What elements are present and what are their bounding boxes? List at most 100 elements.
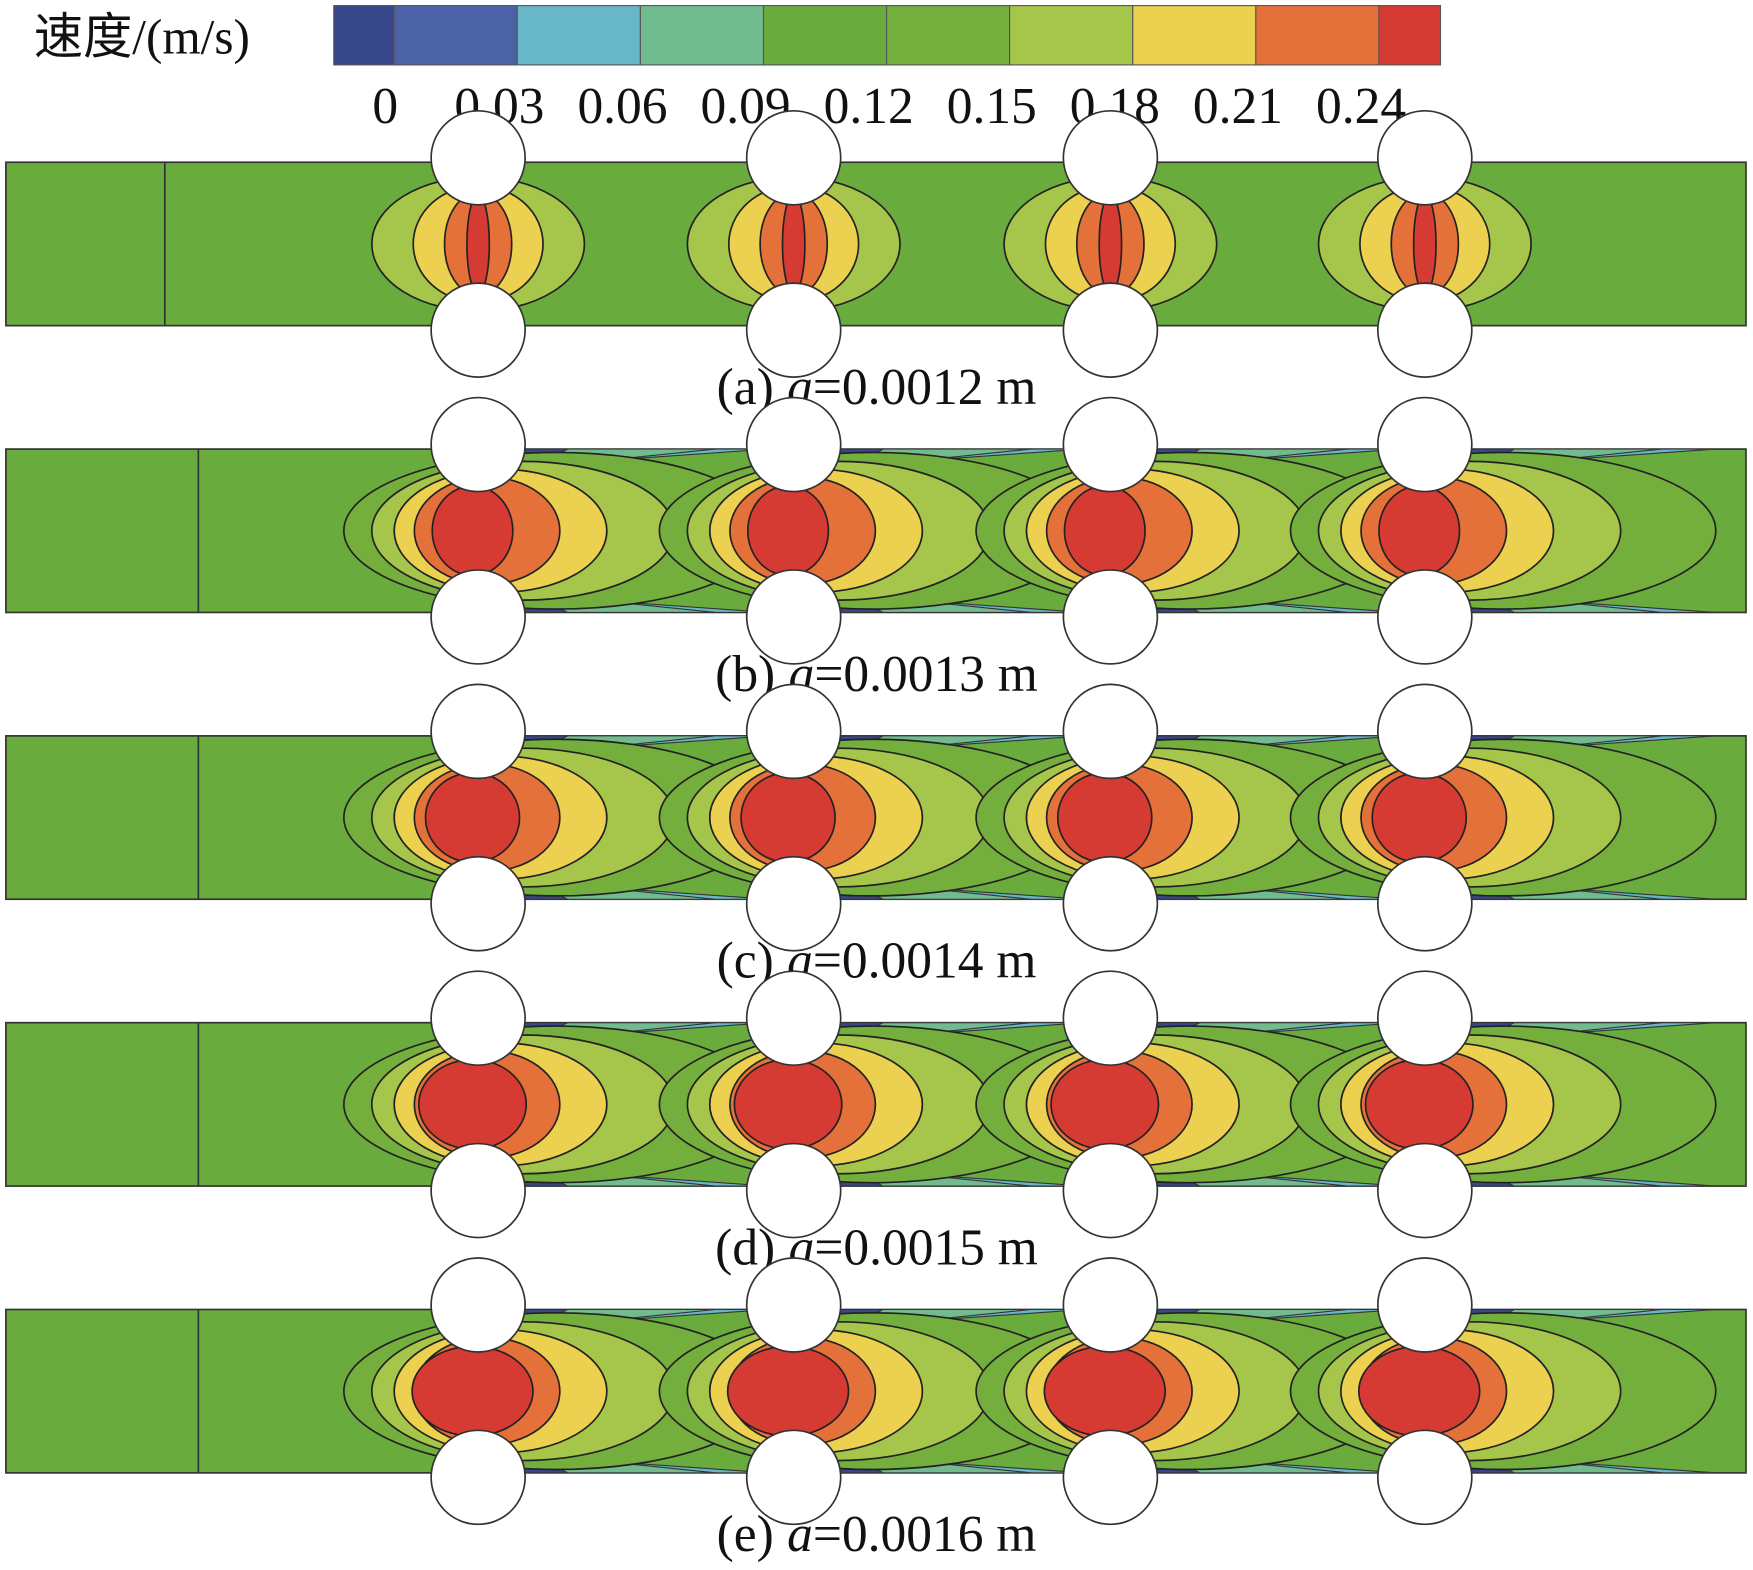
panel-caption: (c) a=0.0014 m	[717, 933, 1037, 990]
caption-tag: (e)	[717, 1506, 774, 1563]
flow-panel	[5, 1257, 1747, 1526]
flow-panel	[5, 683, 1747, 952]
pin-bottom	[745, 1142, 842, 1239]
pin-bottom	[745, 569, 842, 665]
pin-top	[1062, 683, 1159, 780]
caption-symbol: a	[787, 1506, 813, 1563]
pin-bottom	[1062, 1429, 1159, 1526]
caption-value: =0.0012 m	[813, 359, 1036, 416]
caption-value: =0.0016 m	[813, 1506, 1036, 1563]
pin-bottom	[1062, 1142, 1159, 1239]
panel-caption: (b) a=0.0013 m	[715, 646, 1038, 703]
flow-panel	[5, 970, 1747, 1239]
caption-value: =0.0013 m	[814, 646, 1037, 703]
pin-bottom	[1376, 1429, 1473, 1526]
pin-top	[745, 683, 842, 780]
colorbar-segment	[393, 5, 518, 66]
contours	[197, 449, 1717, 613]
contour-band	[1056, 771, 1153, 864]
colorbar-segment	[886, 5, 1011, 66]
pin-top	[1376, 970, 1473, 1067]
contour-band	[411, 1345, 534, 1437]
contour-band	[781, 193, 806, 295]
colorbar-tick-label: 0.21	[1193, 78, 1283, 135]
pin-bottom	[745, 1429, 842, 1526]
pin-bottom	[745, 855, 842, 952]
flow-panel	[5, 109, 1747, 378]
pin-top	[430, 683, 526, 780]
flow-panel	[5, 396, 1747, 665]
colorbar-segment	[1132, 5, 1257, 66]
contour-band	[431, 485, 514, 577]
contour-band	[1371, 771, 1468, 864]
panel-caption: (e) a=0.0016 m	[717, 1506, 1037, 1563]
contour-band	[1063, 485, 1146, 577]
contour-band	[733, 1058, 843, 1150]
colorbar-segment	[1378, 5, 1442, 66]
pin-bottom	[430, 282, 526, 378]
pin-bottom	[1062, 855, 1159, 952]
pin-top	[430, 109, 526, 206]
pin-top	[745, 396, 842, 493]
colorbar-segment	[1255, 5, 1380, 66]
pin-bottom	[430, 569, 526, 665]
pin-top	[745, 109, 842, 206]
contours	[197, 1309, 1717, 1473]
pin-top	[745, 970, 842, 1067]
pin-bottom	[1062, 282, 1159, 378]
pin-top	[1376, 109, 1473, 206]
pin-top	[745, 1257, 842, 1353]
caption-tag: (a)	[717, 359, 774, 416]
pin-top	[1376, 1257, 1473, 1353]
pin-bottom	[430, 855, 526, 952]
colorbar-segment	[333, 5, 395, 66]
colorbar-segment	[1009, 5, 1134, 66]
pin-top	[430, 970, 526, 1067]
pin-bottom	[430, 1142, 526, 1239]
contour-band	[746, 485, 830, 577]
contour-band	[1364, 1058, 1474, 1150]
contour-band	[1050, 1058, 1160, 1150]
pin-bottom	[1376, 1142, 1473, 1239]
pin-bottom	[1376, 569, 1473, 665]
panel-caption: (d) a=0.0015 m	[715, 1219, 1038, 1276]
contour-band	[726, 1345, 850, 1437]
pin-top	[1062, 1257, 1159, 1353]
pin-bottom	[1376, 282, 1473, 378]
pin-top	[1062, 109, 1159, 206]
colorbar-tick-label: 0	[372, 78, 398, 135]
colorbar-segment	[639, 5, 765, 66]
pin-top	[430, 396, 526, 493]
colorbar-tick-label: 0.12	[824, 78, 914, 135]
contour-band	[1098, 193, 1123, 295]
contour-band	[466, 193, 491, 295]
contour-band	[740, 771, 836, 864]
legend-title: 速度/(m/s)	[34, 10, 250, 65]
pin-top	[1062, 396, 1159, 493]
contour-band	[424, 771, 521, 864]
contour-band	[417, 1058, 528, 1150]
caption-value: =0.0015 m	[814, 1219, 1037, 1276]
pin-top	[1062, 970, 1159, 1067]
contours	[197, 735, 1717, 900]
contour-band	[1412, 193, 1437, 295]
contours	[197, 1022, 1717, 1187]
contour-band	[1043, 1345, 1167, 1437]
contour-band	[1357, 1345, 1481, 1437]
colorbar-tick-label: 0.15	[947, 78, 1037, 135]
pin-bottom	[430, 1429, 526, 1526]
colorbar-segment	[516, 5, 641, 66]
colorbar-segment	[762, 5, 888, 66]
caption-tag: (c)	[717, 933, 774, 990]
pin-top	[430, 1257, 526, 1353]
pin-bottom	[1376, 855, 1473, 952]
caption-value: =0.0014 m	[813, 933, 1036, 990]
contour-band	[1378, 485, 1461, 577]
pin-bottom	[745, 282, 842, 378]
pin-top	[1376, 396, 1473, 493]
pin-bottom	[1062, 569, 1159, 665]
colorbar-tick-label: 0.06	[577, 78, 667, 135]
panel-caption: (a) a=0.0012 m	[717, 359, 1037, 416]
pin-top	[1376, 683, 1473, 780]
